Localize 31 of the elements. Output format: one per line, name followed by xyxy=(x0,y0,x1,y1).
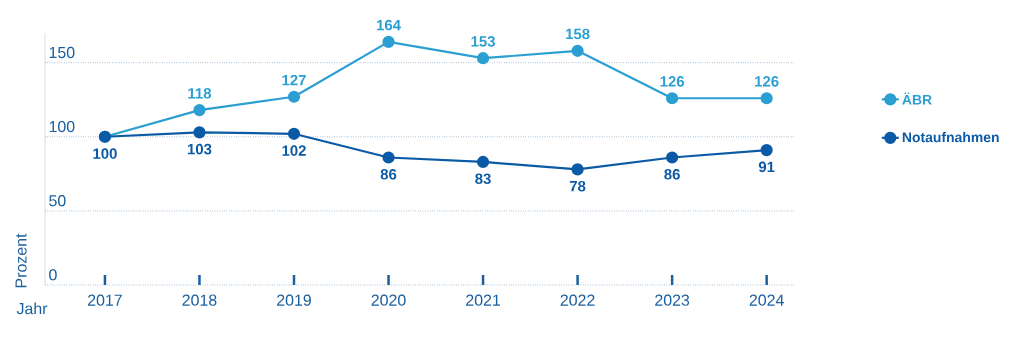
x-tick-label: 2019 xyxy=(277,294,311,306)
data-label: 100 xyxy=(93,148,117,159)
data-label: 118 xyxy=(188,87,212,99)
data-label: 86 xyxy=(664,169,680,180)
data-label: 153 xyxy=(471,36,495,47)
legend-label: ÄBR xyxy=(902,92,932,105)
y-tick-label: 150 xyxy=(49,46,75,59)
data-label: 102 xyxy=(282,145,306,156)
data-label: 158 xyxy=(566,28,590,40)
data-label: 83 xyxy=(475,173,491,185)
data-label: 126 xyxy=(660,76,685,87)
data-label: 164 xyxy=(376,19,401,31)
x-tick-label: 2018 xyxy=(182,294,217,306)
data-label: 103 xyxy=(187,143,212,155)
x-tick-label: 2020 xyxy=(371,294,406,306)
data-label: 91 xyxy=(758,161,775,173)
x-tick-label: 2023 xyxy=(655,294,690,306)
legend-label: Notaufnahmen xyxy=(902,132,999,143)
x-tick-label: 2021 xyxy=(466,294,500,306)
y-tick-label: 100 xyxy=(49,120,75,133)
y-axis-title: Prozent xyxy=(15,233,27,288)
x-tick-label: 2024 xyxy=(749,294,784,306)
y-tick-label: 50 xyxy=(49,195,66,207)
data-label: 78 xyxy=(569,180,586,192)
data-label: 86 xyxy=(380,169,397,180)
x-tick-label: 2022 xyxy=(560,294,595,306)
data-label: 127 xyxy=(282,74,306,86)
x-axis-title: Jahr xyxy=(16,302,48,315)
x-tick-label: 2017 xyxy=(88,294,122,306)
data-label: 126 xyxy=(755,76,779,87)
y-tick-label: 0 xyxy=(49,269,57,281)
